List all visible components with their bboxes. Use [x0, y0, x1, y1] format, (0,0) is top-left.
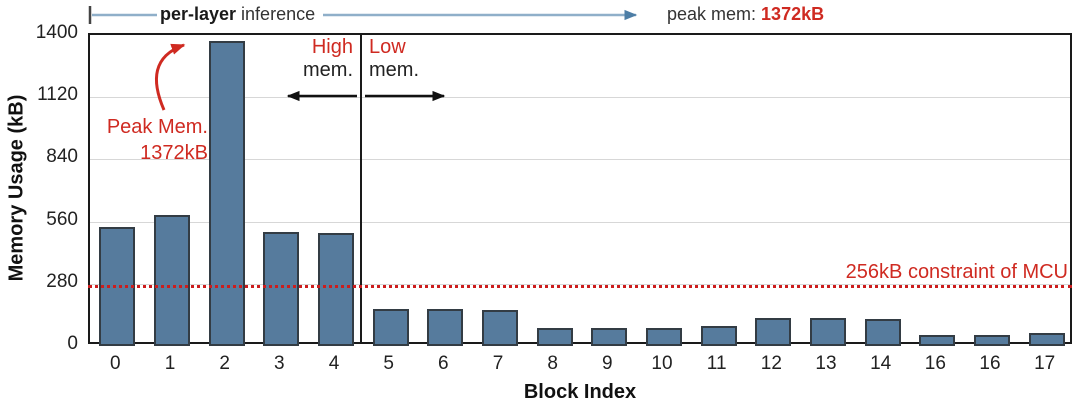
y-tick-label-1120: 1120 — [37, 84, 78, 106]
bar-block-1 — [154, 214, 190, 346]
x-tick-label-10: 10 — [651, 353, 673, 374]
bar-block-2 — [208, 41, 245, 346]
x-tick-label-13: 13 — [815, 353, 837, 374]
gridline-840 — [90, 159, 1070, 161]
mcu-constraint-label: 256kB constraint of MCU — [845, 261, 1068, 283]
x-tick-label-7: 7 — [492, 353, 504, 374]
x-tick-label-2: 2 — [219, 353, 230, 374]
x-tick-label-8: 8 — [547, 353, 558, 374]
bar-block-6 — [427, 309, 464, 346]
high-mem-region-label: High mem. — [303, 36, 353, 82]
gridline-560 — [90, 221, 1070, 223]
plot-area — [88, 33, 1072, 346]
peak-mem-top-annotation: peak mem: 1372kB — [667, 4, 824, 25]
bar-block-9 — [591, 328, 628, 346]
y-tick-label-280: 280 — [46, 270, 78, 292]
x-tick-label-9: 9 — [602, 353, 613, 374]
bar-block-8 — [536, 328, 573, 346]
bar-block-16 — [919, 334, 956, 346]
inference-text: inference — [236, 4, 316, 24]
x-tick-label-1: 1 — [164, 353, 176, 374]
peak-callout-line2: 1372kB — [140, 142, 208, 164]
bar-block-7 — [482, 310, 518, 346]
x-tick-label-0: 0 — [110, 353, 121, 374]
y-tick-label-0: 0 — [67, 333, 78, 354]
bar-block-10 — [646, 328, 682, 346]
low-mem-region-label: Low mem. — [369, 36, 419, 82]
high-label-line2: mem. — [303, 59, 353, 81]
y-tick-label-840: 840 — [46, 146, 78, 168]
x-tick-label-14: 14 — [870, 353, 892, 374]
y-tick-label-560: 560 — [46, 208, 78, 230]
x-axis-title: Block Index — [523, 381, 637, 403]
bar-block-13 — [810, 318, 846, 346]
mcu-constraint-dotted-line — [88, 285, 1072, 289]
bar-block-12 — [755, 318, 792, 346]
x-tick-label-5: 5 — [383, 353, 394, 374]
gridline-280 — [90, 283, 1070, 285]
bar-block-16 — [974, 334, 1010, 346]
bar-block-4 — [318, 232, 354, 346]
bar-block-11 — [700, 326, 737, 346]
y-axis-title: Memory Usage (kB) — [5, 94, 28, 282]
bar-block-3 — [263, 231, 300, 346]
low-label-line1: Low — [369, 36, 406, 58]
x-tick-label-3: 3 — [274, 353, 285, 374]
gridline-1120 — [90, 97, 1070, 99]
x-tick-label-6: 6 — [438, 353, 449, 374]
x-tick-label-4: 4 — [328, 353, 340, 374]
x-tick-label-16: 16 — [979, 353, 1001, 374]
peak-memory-callout: Peak Mem. 1372kB — [107, 114, 208, 166]
bar-block-14 — [864, 319, 901, 346]
bar-block-17 — [1028, 332, 1065, 346]
peak-callout-line1: Peak Mem. — [106, 116, 208, 138]
per-layer-inference-annotation: per-layer inference — [160, 4, 315, 25]
x-tick-label-17: 17 — [1034, 353, 1056, 374]
x-tick-label-11: 11 — [706, 353, 727, 374]
high-low-divider-line — [360, 33, 363, 344]
high-label-line1: High — [311, 36, 353, 58]
low-label-line2: mem. — [369, 59, 419, 81]
peak-mem-label: peak mem: — [667, 4, 762, 24]
bar-block-5 — [372, 309, 409, 346]
x-tick-label-12: 12 — [760, 353, 782, 374]
per-layer-bold-text: per-layer — [160, 4, 237, 24]
peak-mem-value: 1372kB — [761, 4, 825, 24]
x-tick-label-15: 16 — [924, 353, 946, 374]
y-tick-label-1400: 1400 — [35, 22, 78, 43]
